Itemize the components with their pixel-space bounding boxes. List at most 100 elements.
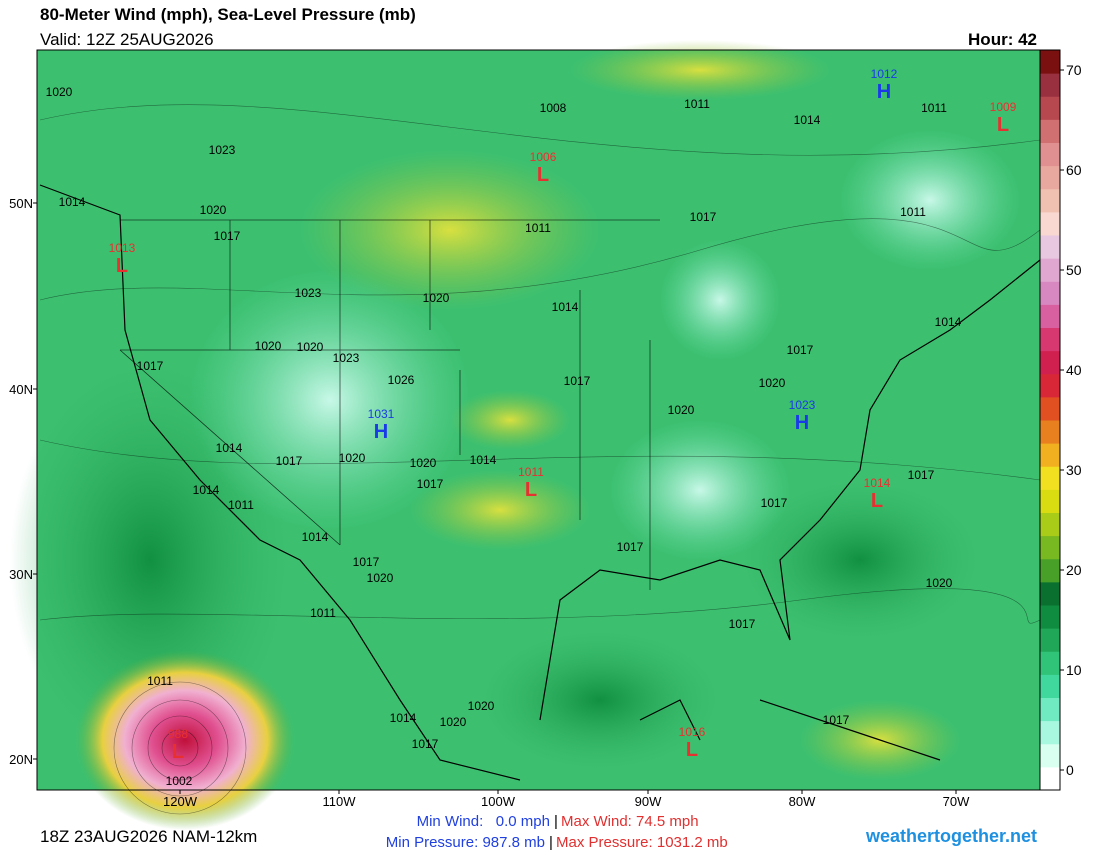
colorbar-segment <box>1040 188 1060 213</box>
isobar-label: 1017 <box>787 343 814 357</box>
colorbar-segment <box>1040 142 1060 167</box>
isobar-label: 1020 <box>423 291 450 305</box>
pressure-center-value: 1013 <box>109 241 136 255</box>
pressure-center-letter: H <box>374 421 388 443</box>
pressure-center-value: 1006 <box>530 150 557 164</box>
isobar-label: 1014 <box>794 113 821 127</box>
pressure-center-letter: L <box>997 114 1009 136</box>
colorbar-tick-label: 30 <box>1066 462 1082 478</box>
longitude-label: 80W <box>789 794 816 809</box>
colorbar-segment <box>1040 373 1060 398</box>
isobar-label: 1020 <box>200 203 227 217</box>
isobar-label: 1020 <box>255 339 282 353</box>
colorbar-tick-label: 10 <box>1066 662 1082 678</box>
colorbar-segment <box>1040 535 1060 560</box>
colorbar-segment <box>1040 350 1060 375</box>
isobar-label: 1011 <box>147 674 173 688</box>
longitude-label: 120W <box>163 794 198 809</box>
isobar-label: 1017 <box>214 229 241 243</box>
colorbar-segment <box>1040 281 1060 305</box>
isobar-label: 1014 <box>59 195 86 209</box>
longitude-label: 100W <box>481 794 516 809</box>
isobar-label: 1026 <box>388 373 415 387</box>
pressure-center-value: 1011 <box>518 465 544 479</box>
isobar-label: 1011 <box>684 97 710 111</box>
pressure-center-value: 1023 <box>789 398 816 412</box>
isobar-label: 1020 <box>440 715 467 729</box>
colorbar-tick-label: 70 <box>1066 62 1082 78</box>
isobar-label: 1020 <box>367 571 394 585</box>
colorbar-segment <box>1040 165 1060 190</box>
min-pressure: Min Pressure: 987.8 mb <box>386 834 545 850</box>
model-run: 18Z 23AUG2026 NAM-12km <box>40 827 257 846</box>
isobar-label: 1020 <box>46 85 73 99</box>
max-wind: Max Wind: 74.5 mph <box>561 813 699 830</box>
colorbar-segment <box>1040 466 1060 490</box>
isobar-label: 1020 <box>759 376 786 390</box>
isobar-label: 1020 <box>410 456 437 470</box>
colorbar-segment <box>1040 558 1060 583</box>
title: 80-Meter Wind (mph), Sea-Level Pressure … <box>40 5 416 24</box>
isobar-label: 1014 <box>552 300 579 314</box>
colorbar-segment <box>1040 743 1060 768</box>
map-labels: 50N 40N 30N 20N 120W 110W 100W 90W 80W 70W 1020 100… <box>9 67 1017 809</box>
isobar-label: 1017 <box>564 374 591 388</box>
longitude-label: 110W <box>323 794 357 809</box>
forecast-hour: Hour: 42 <box>968 30 1037 49</box>
colorbar-segment <box>1040 443 1060 467</box>
colorbar-tick-label: 60 <box>1066 162 1082 178</box>
colorbar-segment <box>1040 396 1060 421</box>
colorbar-segment <box>1040 581 1060 606</box>
isobar-label: 1020 <box>926 576 953 590</box>
pressure-center-letter: L <box>172 741 184 763</box>
colorbar-segment <box>1040 327 1060 352</box>
isobar-label: 1020 <box>297 340 324 354</box>
isobar-label: 1011 <box>525 221 551 235</box>
pressure-center-value: 1014 <box>864 476 891 490</box>
isobar-label: 1023 <box>333 351 360 365</box>
isobar-label: 1020 <box>468 699 495 713</box>
isobar-label: 1002 <box>166 774 193 788</box>
latitude-label: 20N <box>9 752 33 767</box>
colorbar-segment <box>1040 211 1060 236</box>
colorbar-segment <box>1040 605 1060 629</box>
latitude-label: 30N <box>9 567 33 582</box>
colorbar-tick-label: 20 <box>1066 562 1082 578</box>
colorbar-segment <box>1040 420 1060 444</box>
pressure-center-value: 1012 <box>871 67 898 81</box>
isobar-label: 1017 <box>823 713 850 727</box>
colorbar-tick-label: 50 <box>1066 262 1082 278</box>
latitude-label: 50N <box>9 196 33 211</box>
valid-time: Valid: 12Z 25AUG2026 <box>40 30 214 49</box>
colorbar-segment <box>1040 697 1060 722</box>
colorbar-segment <box>1040 119 1060 143</box>
map-background <box>10 40 1041 830</box>
isobar-label: 1011 <box>228 498 254 512</box>
isobar-label: 1017 <box>761 496 788 510</box>
colorbar: 0 10 20 30 40 50 60 70 <box>1039 49 1082 791</box>
separator: | <box>554 813 558 830</box>
colorbar-segment <box>1040 651 1060 675</box>
pressure-center-value: 1009 <box>990 100 1017 114</box>
isobar-label: 1017 <box>353 555 380 569</box>
pressure-center-letter: L <box>537 164 549 186</box>
min-wind: Min Wind: 0.0 mph <box>417 813 550 830</box>
colorbar-segment <box>1040 489 1060 513</box>
isobar-label: 1014 <box>193 483 220 497</box>
isobar-label: 1017 <box>729 617 756 631</box>
isobar-label: 1023 <box>295 286 322 300</box>
colorbar-segment <box>1040 628 1060 652</box>
isobar-label: 1011 <box>900 205 926 219</box>
pressure-center-letter: L <box>686 739 698 761</box>
pressure-center-letter: H <box>795 412 809 434</box>
isobar-label: 1017 <box>276 454 303 468</box>
isobar-label: 1014 <box>302 530 329 544</box>
pressure-center-value: 1016 <box>679 725 706 739</box>
pressure-center-letter: L <box>871 490 883 512</box>
isobar-label: 1017 <box>908 468 935 482</box>
isobar-label: 1017 <box>417 477 444 491</box>
separator: | <box>549 834 553 850</box>
